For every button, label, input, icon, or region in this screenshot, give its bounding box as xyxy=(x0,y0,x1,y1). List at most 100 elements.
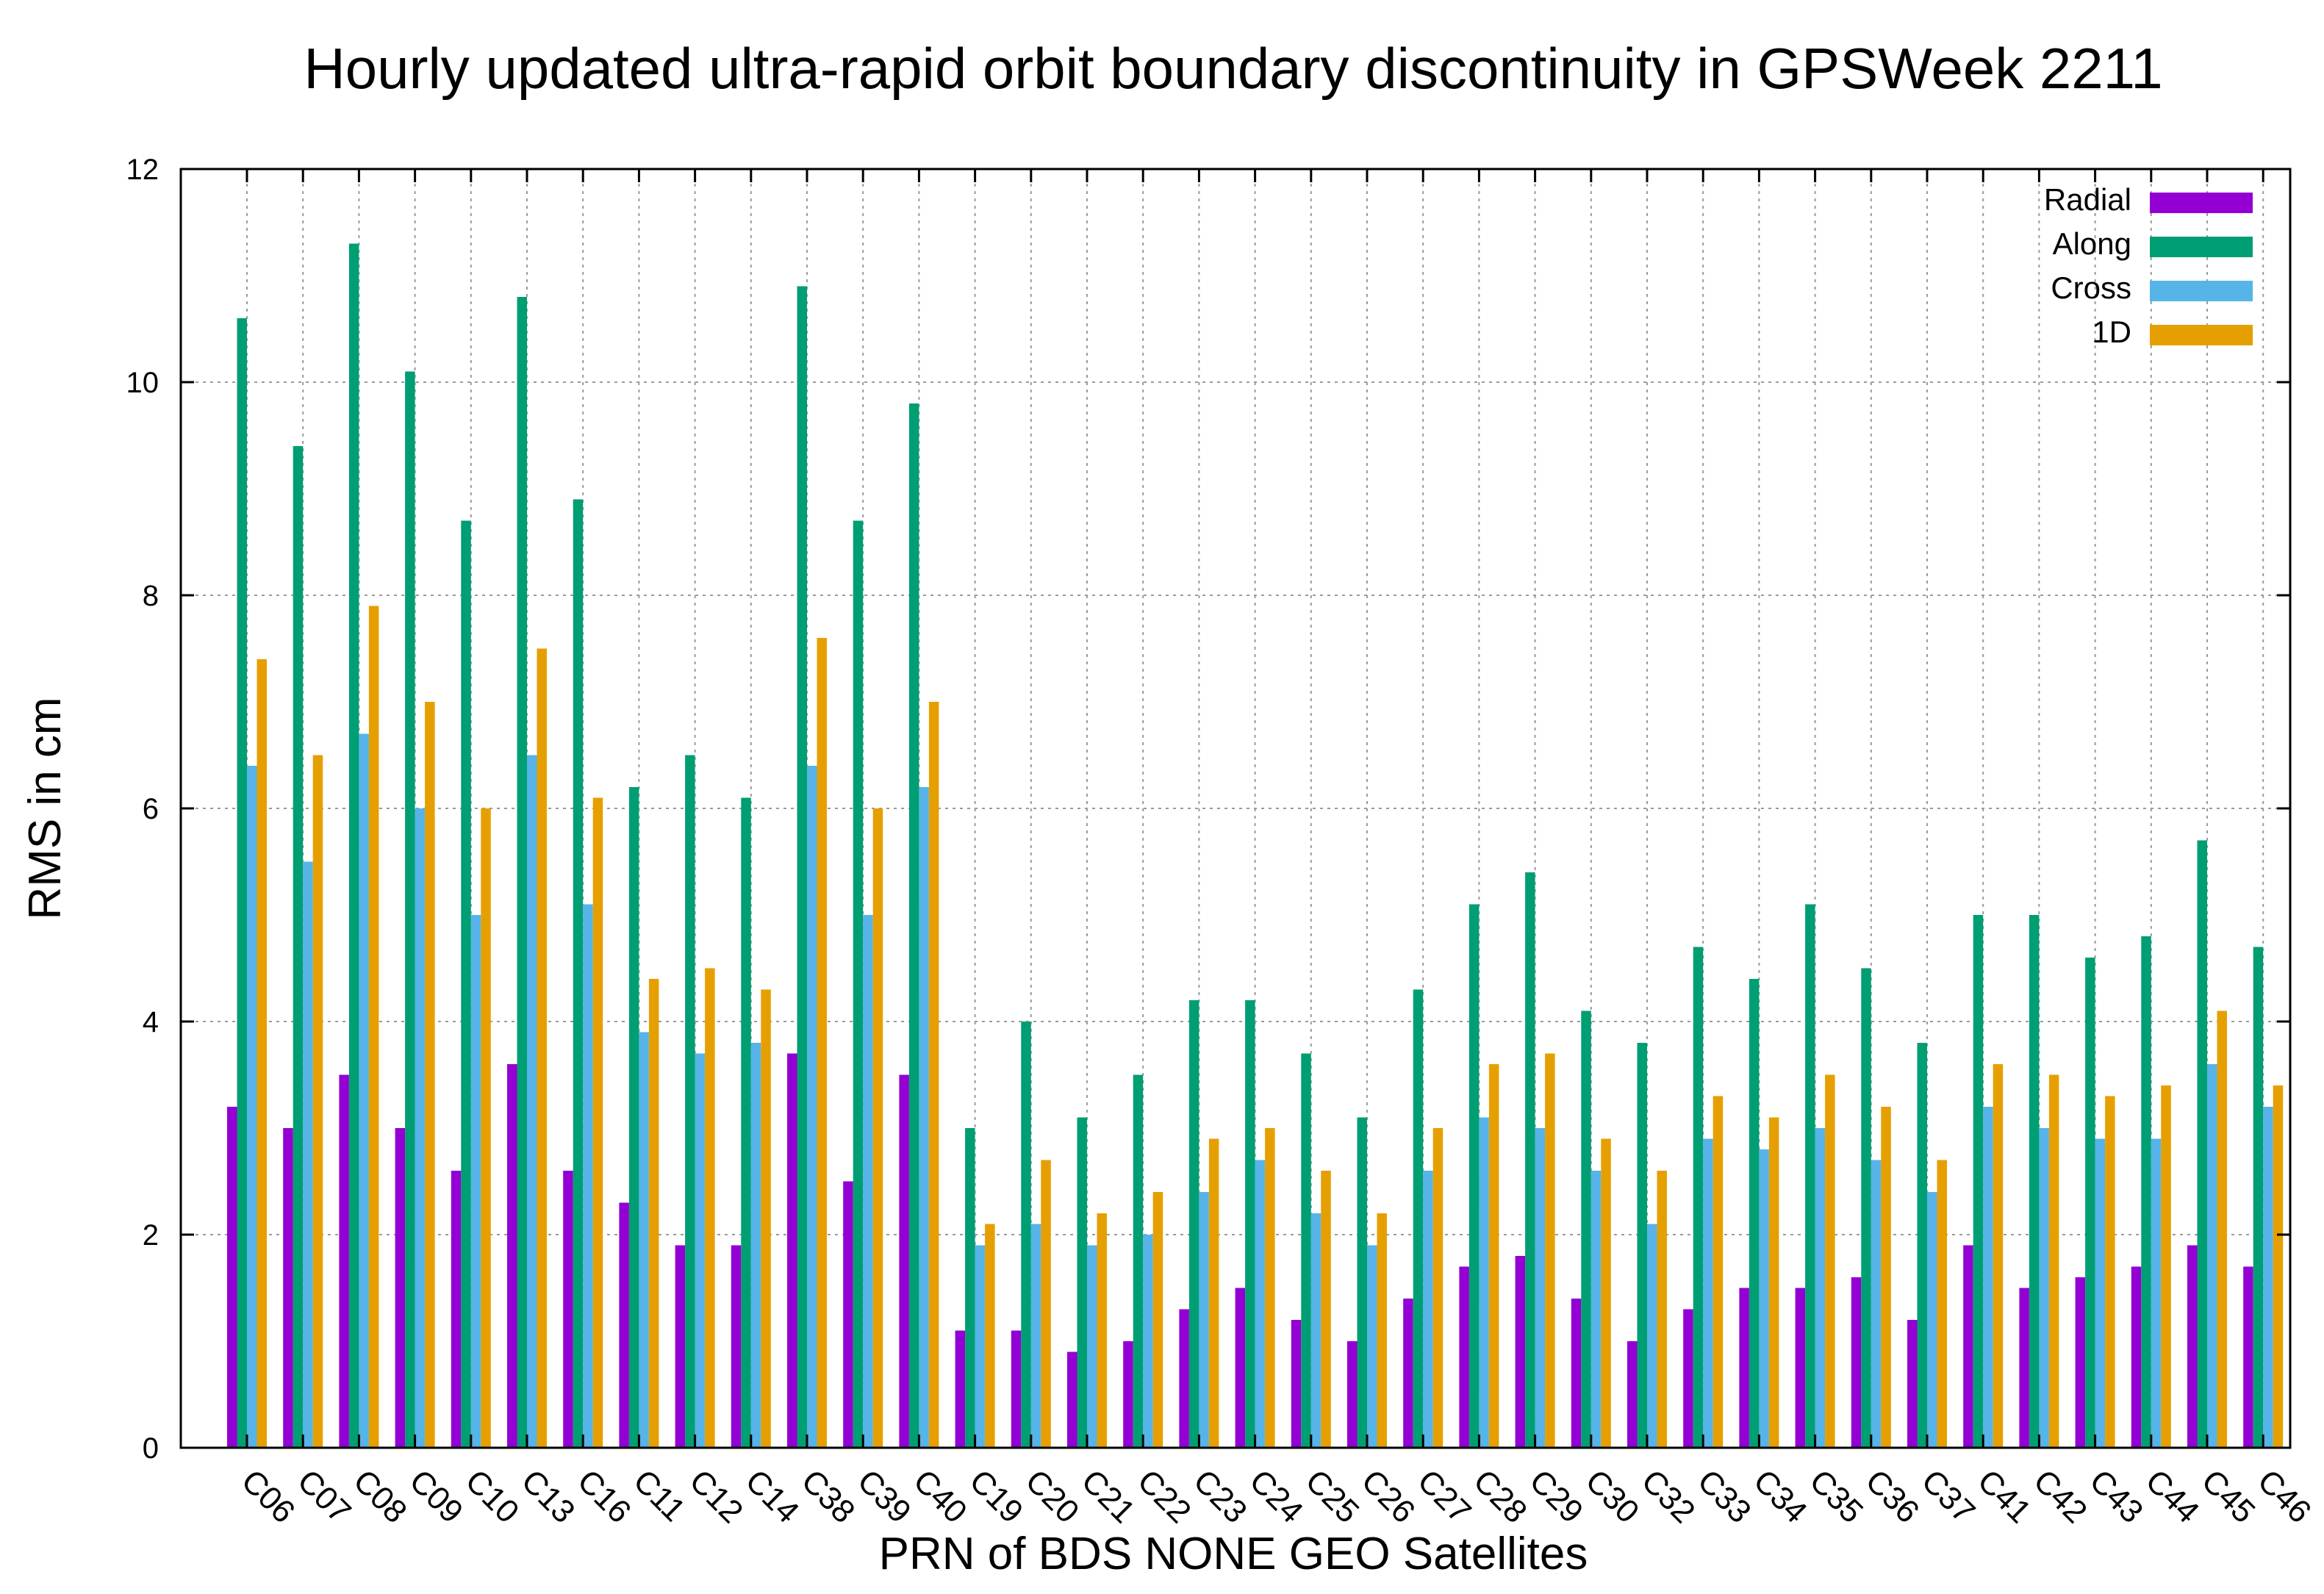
bar-along-c23 xyxy=(1188,1000,1199,1448)
x-tick-label: C32 xyxy=(1635,1462,1702,1530)
bar-1d-c08 xyxy=(368,606,379,1448)
bar-radial-c40 xyxy=(899,1074,909,1448)
x-tick-label: C23 xyxy=(1186,1462,1254,1530)
bar-along-c24 xyxy=(1245,1000,1255,1448)
bar-along-c12 xyxy=(685,755,695,1448)
bar-radial-c22 xyxy=(1123,1341,1133,1448)
x-tick-label: C08 xyxy=(346,1462,414,1530)
bar-along-c25 xyxy=(1301,1053,1311,1448)
x-tick-label: C40 xyxy=(906,1462,974,1530)
bar-radial-c32 xyxy=(1627,1341,1638,1448)
bar-1d-c46 xyxy=(2273,1085,2284,1448)
bar-radial-c08 xyxy=(339,1074,349,1448)
x-tick-label: C35 xyxy=(1803,1462,1871,1530)
bar-along-c42 xyxy=(2029,915,2040,1448)
bar-1d-c27 xyxy=(1432,1128,1443,1448)
bar-radial-c07 xyxy=(283,1128,293,1448)
bar-along-c39 xyxy=(853,520,864,1448)
x-axis-label: PRN of BDS NONE GEO Satellites xyxy=(879,1529,1588,1579)
x-tick-label: C19 xyxy=(963,1462,1030,1530)
bar-radial-c27 xyxy=(1403,1299,1413,1448)
x-tick-label: C14 xyxy=(739,1462,806,1530)
x-tick-label: C21 xyxy=(1075,1462,1142,1530)
bar-along-c22 xyxy=(1133,1074,1144,1448)
bar-radial-c34 xyxy=(1739,1288,1749,1448)
bar-along-c44 xyxy=(2141,936,2151,1448)
bar-along-c45 xyxy=(2197,840,2207,1448)
legend-label-1d: 1D xyxy=(2092,315,2131,349)
bar-along-c36 xyxy=(1861,968,1871,1448)
bar-cross-c32 xyxy=(1647,1224,1657,1448)
bar-radial-c21 xyxy=(1067,1351,1077,1448)
x-tick-label: C44 xyxy=(2139,1462,2206,1530)
bar-cross-c06 xyxy=(247,766,257,1448)
bar-radial-c29 xyxy=(1515,1256,1526,1448)
bar-1d-c20 xyxy=(1041,1160,1051,1448)
bar-along-c40 xyxy=(908,403,919,1448)
bar-radial-c23 xyxy=(1179,1309,1189,1448)
bar-1d-c22 xyxy=(1152,1192,1163,1448)
bar-1d-c25 xyxy=(1321,1171,1331,1448)
bar-along-c38 xyxy=(797,286,807,1448)
legend-swatch-1d xyxy=(2150,325,2253,345)
bar-cross-c09 xyxy=(415,808,426,1448)
legend-swatch-along xyxy=(2150,237,2253,257)
bar-cross-c20 xyxy=(1030,1224,1041,1448)
x-tick-label: C10 xyxy=(459,1462,526,1530)
bar-radial-c35 xyxy=(1795,1288,1806,1448)
bar-along-c29 xyxy=(1525,872,1535,1448)
bar-radial-c38 xyxy=(787,1053,797,1448)
bar-1d-c29 xyxy=(1545,1053,1555,1448)
bar-radial-c41 xyxy=(1963,1245,1973,1448)
legend: Radial Along Cross 1D xyxy=(2044,182,2253,349)
bar-radial-c10 xyxy=(451,1171,462,1448)
bar-cross-c13 xyxy=(527,755,537,1448)
y-axis-label: RMS in cm xyxy=(20,697,71,919)
y-tick-label: 0 xyxy=(143,1432,159,1465)
bar-cross-c29 xyxy=(1535,1128,1546,1448)
bar-radial-c16 xyxy=(563,1171,573,1448)
bar-1d-c12 xyxy=(705,968,715,1448)
x-tick-label: C30 xyxy=(1579,1462,1646,1530)
x-tick-label: C24 xyxy=(1243,1462,1310,1530)
bar-cross-c34 xyxy=(1759,1149,1769,1448)
bar-1d-c39 xyxy=(872,808,883,1448)
bar-cross-c28 xyxy=(1479,1117,1489,1448)
bar-1d-c19 xyxy=(985,1224,995,1448)
legend-label-along: Along xyxy=(2053,226,2131,261)
bar-cross-c37 xyxy=(1927,1192,1937,1448)
bar-along-c32 xyxy=(1637,1043,1647,1448)
bar-cross-c46 xyxy=(2263,1107,2273,1448)
x-tick-label: C27 xyxy=(1410,1462,1478,1530)
x-tick-label: C43 xyxy=(2083,1462,2151,1530)
bar-radial-c42 xyxy=(2019,1288,2029,1448)
bar-1d-c42 xyxy=(2048,1074,2059,1448)
bar-along-c07 xyxy=(293,446,304,1448)
bar-1d-c23 xyxy=(1208,1138,1219,1448)
bar-radial-c25 xyxy=(1291,1320,1302,1448)
bar-along-c19 xyxy=(965,1128,975,1448)
x-tick-label: C34 xyxy=(1746,1462,1814,1530)
bar-1d-c35 xyxy=(1825,1074,1835,1448)
bar-1d-c34 xyxy=(1768,1117,1779,1448)
x-tick-label: C26 xyxy=(1355,1462,1422,1530)
y-tick-label: 4 xyxy=(143,1006,159,1038)
bar-along-c06 xyxy=(237,318,247,1448)
bar-cross-c33 xyxy=(1703,1138,1713,1448)
bar-along-c08 xyxy=(348,243,359,1448)
bar-radial-c26 xyxy=(1347,1341,1358,1448)
bar-along-c20 xyxy=(1021,1022,1031,1448)
bar-along-c46 xyxy=(2253,947,2264,1448)
bar-radial-c14 xyxy=(731,1245,742,1448)
x-tick-label: C33 xyxy=(1690,1462,1758,1530)
bar-along-c30 xyxy=(1581,1010,1591,1448)
bar-along-c09 xyxy=(405,371,415,1448)
bar-cross-c30 xyxy=(1590,1171,1602,1448)
legend-label-radial: Radial xyxy=(2044,182,2131,217)
x-tick-label: C09 xyxy=(403,1462,470,1530)
bar-along-c34 xyxy=(1749,979,1760,1448)
bar-1d-c33 xyxy=(1712,1096,1724,1448)
bar-radial-c24 xyxy=(1235,1288,1246,1448)
bar-radial-c19 xyxy=(955,1330,966,1448)
